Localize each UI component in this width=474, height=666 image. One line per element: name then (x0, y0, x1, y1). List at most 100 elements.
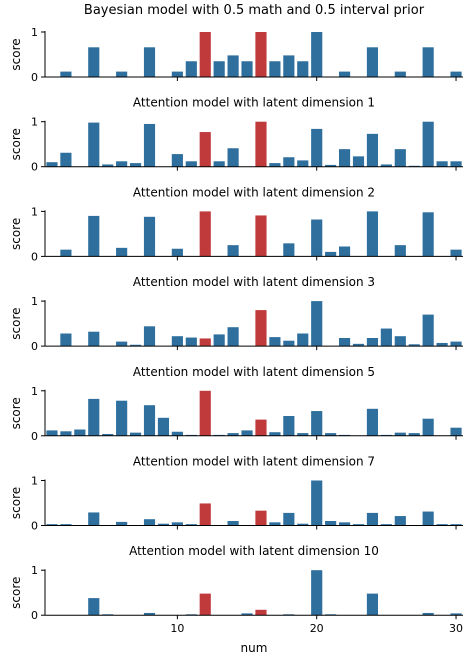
bar (143, 612, 156, 616)
bar (116, 161, 128, 167)
bar (171, 522, 183, 526)
y-axis-label: score (9, 487, 23, 519)
bar (269, 337, 281, 347)
bar (450, 161, 462, 167)
bar (394, 432, 406, 436)
bar (129, 344, 142, 347)
bar (143, 47, 156, 77)
bar (269, 522, 281, 526)
bar (325, 433, 337, 436)
bar (129, 432, 142, 436)
bar (450, 524, 462, 526)
bar (143, 123, 156, 167)
bar (227, 55, 239, 77)
bar (380, 164, 392, 167)
y-tick-label: 1 (31, 475, 38, 488)
bar (422, 612, 434, 616)
bar (227, 327, 239, 347)
bar (116, 521, 128, 526)
chart-panel: Attention model with latent dimension 10… (9, 544, 463, 655)
bar (311, 219, 323, 257)
bar (60, 71, 72, 77)
bar (325, 164, 337, 167)
y-tick-label: 0 (31, 520, 38, 533)
bar (436, 524, 448, 526)
bar (213, 334, 225, 347)
y-tick-label: 1 (31, 295, 38, 308)
bar (352, 524, 365, 526)
bar (269, 432, 281, 436)
bar (311, 32, 323, 77)
y-tick-label: 0 (31, 71, 38, 84)
bar (338, 522, 351, 526)
bar (157, 417, 170, 436)
bar (297, 523, 309, 526)
bar (213, 161, 225, 167)
x-tick-label: 30 (449, 622, 463, 635)
bar (366, 593, 379, 616)
bar (311, 411, 323, 436)
bar (227, 433, 239, 436)
bar (311, 480, 323, 526)
bar (213, 61, 225, 77)
bar (88, 598, 100, 616)
bar (366, 47, 379, 77)
bar (297, 160, 309, 167)
bar (88, 215, 100, 257)
bar (143, 216, 156, 257)
bar (283, 157, 295, 167)
bar (297, 61, 309, 77)
chart-title: Attention model with latent dimension 7 (133, 455, 375, 469)
bar (60, 249, 72, 257)
chart-panel: Attention model with latent dimension 2 0… (9, 185, 463, 263)
bar (171, 431, 183, 436)
bar (283, 512, 295, 526)
bar (450, 341, 462, 347)
bar (46, 162, 58, 167)
y-axis-label: score (9, 38, 23, 70)
highlighted-bar (199, 593, 211, 616)
highlighted-bar (199, 211, 211, 257)
y-axis-label: score (9, 577, 23, 609)
bar (408, 344, 420, 347)
x-tick-label: 10 (170, 622, 184, 635)
bar (60, 431, 72, 436)
bar (88, 398, 100, 436)
y-tick-label: 0 (31, 430, 38, 443)
highlighted-bar (255, 419, 267, 436)
chart-panel: Bayesian model with 0.5 math and 0.5 int… (9, 3, 463, 84)
bar (380, 328, 392, 347)
y-tick-label: 1 (31, 564, 38, 577)
bar (394, 245, 406, 257)
bar (311, 570, 323, 616)
bar (269, 163, 281, 167)
bar (338, 246, 351, 257)
chart-panel: Attention model with latent dimension 10… (9, 96, 463, 174)
y-tick-label: 1 (31, 385, 38, 398)
y-tick-label: 0 (31, 250, 38, 263)
highlighted-bar (199, 503, 211, 526)
y-tick-label: 0 (31, 161, 38, 174)
highlighted-bar (255, 310, 267, 347)
bar (171, 336, 183, 347)
bar (102, 164, 114, 167)
bar (422, 212, 434, 257)
y-axis-label: score (9, 397, 23, 429)
bar (143, 326, 156, 347)
bar (450, 249, 462, 257)
y-tick-label: 0 (31, 340, 38, 353)
highlighted-bar (255, 609, 267, 616)
bar (450, 613, 462, 616)
bar (366, 211, 379, 257)
bar (60, 524, 72, 526)
bar (394, 71, 406, 77)
bar (88, 47, 100, 77)
bar (394, 149, 406, 167)
highlighted-bar (255, 121, 267, 167)
bar (325, 251, 337, 257)
bar (88, 331, 100, 347)
bar (283, 243, 295, 257)
bar (171, 248, 183, 257)
bar (394, 336, 406, 347)
bar (422, 314, 434, 347)
